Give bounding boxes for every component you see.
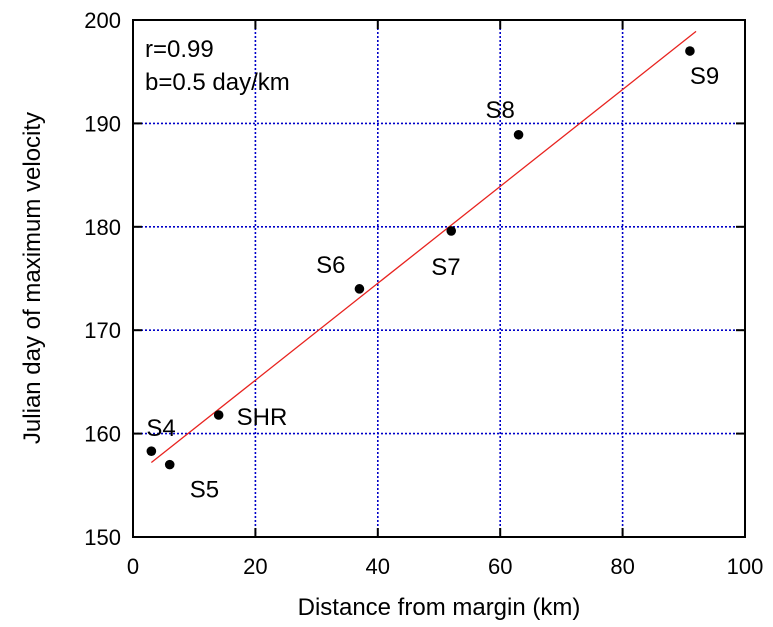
y-tick-label: 150 — [84, 525, 121, 550]
y-tick-label: 170 — [84, 318, 121, 343]
slope-annotation: b=0.5 day/km — [145, 69, 290, 96]
data-point — [146, 446, 157, 456]
data-point — [685, 46, 695, 56]
axis-ticks — [132, 19, 746, 538]
x-axis-title: Distance from margin (km) — [298, 594, 581, 621]
y-tick-label: 200 — [84, 8, 121, 33]
plot-frame — [132, 19, 746, 538]
point-label: S9 — [690, 63, 719, 90]
y-tick-labels: 150 160 170 180 190 200 — [84, 8, 121, 550]
data-point — [354, 284, 365, 294]
data-point — [213, 410, 224, 420]
data-point — [164, 459, 175, 470]
x-tick-label: 40 — [366, 554, 390, 579]
y-tick-label: 190 — [84, 111, 121, 136]
data-point — [446, 226, 457, 236]
data-points — [146, 46, 695, 470]
point-label: S8 — [486, 97, 515, 124]
y-tick-label: 160 — [84, 422, 121, 447]
point-label: S7 — [431, 254, 460, 281]
point-label: S6 — [316, 252, 345, 279]
regression-line — [150, 30, 697, 464]
x-tick-label: 100 — [727, 554, 764, 579]
x-tick-label: 80 — [610, 554, 634, 579]
x-tick-label: 60 — [488, 554, 512, 579]
x-tick-labels: 0 20 40 60 80 100 — [127, 554, 763, 579]
point-labels: S4 S5 SHR S6 S7 S8 S9 — [146, 63, 719, 504]
correlation-annotation: r=0.99 — [145, 36, 214, 63]
point-label: S5 — [190, 477, 219, 504]
y-axis-title: Julian day of maximum velocity — [19, 112, 46, 444]
point-label: SHR — [237, 404, 288, 431]
x-tick-label: 0 — [127, 554, 139, 579]
data-point — [513, 129, 524, 140]
grid — [133, 20, 745, 537]
y-tick-label: 180 — [84, 215, 121, 240]
point-label: S4 — [146, 415, 175, 442]
x-tick-label: 20 — [243, 554, 267, 579]
